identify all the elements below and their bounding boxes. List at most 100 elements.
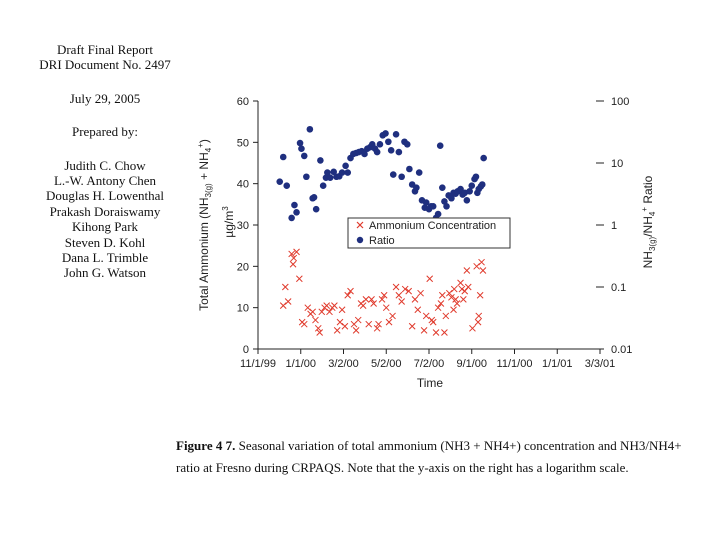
ammonium-point bbox=[293, 248, 300, 256]
author-name: Steven D. Kohl bbox=[64, 234, 146, 250]
ammonium-point bbox=[395, 291, 403, 299]
ammonium-point bbox=[457, 279, 464, 287]
ammonium-point bbox=[464, 283, 472, 291]
author-name: L.-W. Antony Chen bbox=[53, 173, 157, 189]
ammonium-point bbox=[375, 320, 382, 328]
ammonium-point bbox=[389, 312, 396, 320]
ammonium-point bbox=[365, 320, 373, 328]
ammonium-point bbox=[478, 258, 485, 266]
ammonium-point bbox=[450, 285, 458, 293]
x-tick-label: 1/1/01 bbox=[542, 358, 573, 370]
ammonium-point bbox=[411, 296, 419, 303]
ammonium-point bbox=[288, 250, 295, 258]
ammonium-point bbox=[476, 291, 484, 299]
y-axis-left-unit: µg/m3 bbox=[221, 206, 236, 238]
ammonium-point bbox=[426, 275, 434, 283]
ratio-point bbox=[463, 197, 471, 204]
ratio-point bbox=[303, 173, 310, 181]
ammonium-point bbox=[398, 298, 406, 305]
svg-text:µg/m3: µg/m3 bbox=[221, 206, 236, 238]
ammonium-point bbox=[408, 322, 416, 330]
ratio-point bbox=[298, 145, 305, 153]
ratio-point bbox=[466, 187, 473, 195]
series-ammonium bbox=[279, 236, 487, 336]
x-tick-label: 9/1/00 bbox=[456, 358, 487, 370]
y-left-tick-label: 20 bbox=[237, 261, 249, 273]
y-right-tick-label: 10 bbox=[611, 158, 623, 170]
ratio-point bbox=[468, 182, 476, 190]
ammonium-point bbox=[323, 302, 331, 309]
ratio-point bbox=[472, 173, 480, 181]
author-name: Judith C. Chow bbox=[64, 157, 146, 173]
x-tick-label: 1/1/00 bbox=[285, 358, 316, 370]
ammonium-point bbox=[474, 318, 482, 326]
ratio-point bbox=[429, 203, 437, 210]
legend-label-ammonium: Ammonium Concentration bbox=[369, 220, 496, 232]
ammonium-point bbox=[441, 329, 448, 336]
ratio-point bbox=[382, 130, 389, 137]
x-tick-label: 3/2/00 bbox=[328, 358, 359, 370]
series-ratio bbox=[276, 125, 487, 222]
ammonium-point bbox=[312, 316, 319, 324]
ratio-point bbox=[317, 157, 324, 164]
y-right-tick-label: 1 bbox=[611, 220, 617, 232]
ratio-point bbox=[276, 178, 284, 185]
figure-caption: Figure 4 7. Seasonal variation of total … bbox=[176, 435, 696, 479]
ammonium-point bbox=[331, 302, 338, 309]
ammonium-point bbox=[382, 304, 390, 312]
ammonium-point bbox=[304, 304, 312, 312]
ratio-point bbox=[436, 142, 444, 150]
ratio-point bbox=[434, 210, 442, 218]
x-tick-label: 3/3/01 bbox=[585, 358, 616, 370]
ratio-point bbox=[279, 153, 287, 161]
ratio-point bbox=[439, 184, 446, 191]
ammonium-point bbox=[314, 324, 322, 332]
ammonium-point bbox=[401, 285, 409, 293]
ammonium-point bbox=[373, 324, 381, 332]
ratio-point bbox=[376, 141, 384, 148]
ammonium-point bbox=[385, 318, 393, 326]
ammonium-point bbox=[309, 308, 317, 316]
ammonium-point bbox=[434, 304, 442, 312]
ammonium-point bbox=[450, 306, 457, 314]
chart-legend: Ammonium Concentration Ratio bbox=[347, 217, 511, 249]
ammonium-point bbox=[458, 285, 466, 293]
y-left-tick-label: 10 bbox=[237, 303, 249, 315]
ammonium-point bbox=[336, 318, 344, 326]
ratio-point bbox=[443, 203, 450, 210]
ratio-point bbox=[310, 193, 318, 201]
y-right-tick-label: 100 bbox=[611, 96, 629, 108]
ratio-point bbox=[398, 173, 405, 181]
ammonium-point bbox=[392, 283, 400, 291]
prepared-by-label: Prepared by: bbox=[71, 124, 139, 140]
ratio-point bbox=[283, 182, 291, 190]
ratio-point bbox=[324, 169, 331, 176]
y-right-tick-label: 0.01 bbox=[611, 344, 632, 356]
ammonium-point bbox=[438, 291, 446, 299]
report-header: Draft Final Report DRI Document No. 2497… bbox=[22, 42, 188, 281]
report-title-line1: Draft Final Report bbox=[56, 42, 154, 57]
ammonium-point bbox=[417, 289, 424, 297]
ammonium-point bbox=[432, 329, 440, 336]
y-axis-right-title: NH3(g)/NH4+ Ratio bbox=[640, 175, 657, 268]
ratio-point bbox=[422, 199, 430, 206]
ammonium-point bbox=[333, 327, 341, 334]
ammonium-point bbox=[338, 306, 346, 314]
y-left-tick-label: 30 bbox=[237, 220, 249, 232]
x-tick-label: 11/1/00 bbox=[497, 358, 533, 370]
ratio-point bbox=[293, 209, 300, 216]
legend-marker-ratio bbox=[356, 236, 364, 244]
legend-marker-ammonium bbox=[356, 221, 364, 229]
author-name: Douglas H. Lowenthal bbox=[45, 188, 165, 204]
ammonium-point bbox=[279, 302, 287, 309]
ratio-point bbox=[296, 139, 304, 147]
ammonium-point bbox=[429, 318, 437, 326]
ammonium-point bbox=[420, 327, 428, 334]
ammonium-point bbox=[473, 262, 481, 270]
ammonium-point bbox=[347, 287, 354, 295]
ratio-point bbox=[342, 162, 349, 170]
ammonium-point bbox=[437, 300, 445, 307]
ratio-point bbox=[403, 141, 411, 148]
y-left-tick-label: 40 bbox=[237, 179, 249, 191]
ammonium-point bbox=[445, 289, 453, 297]
